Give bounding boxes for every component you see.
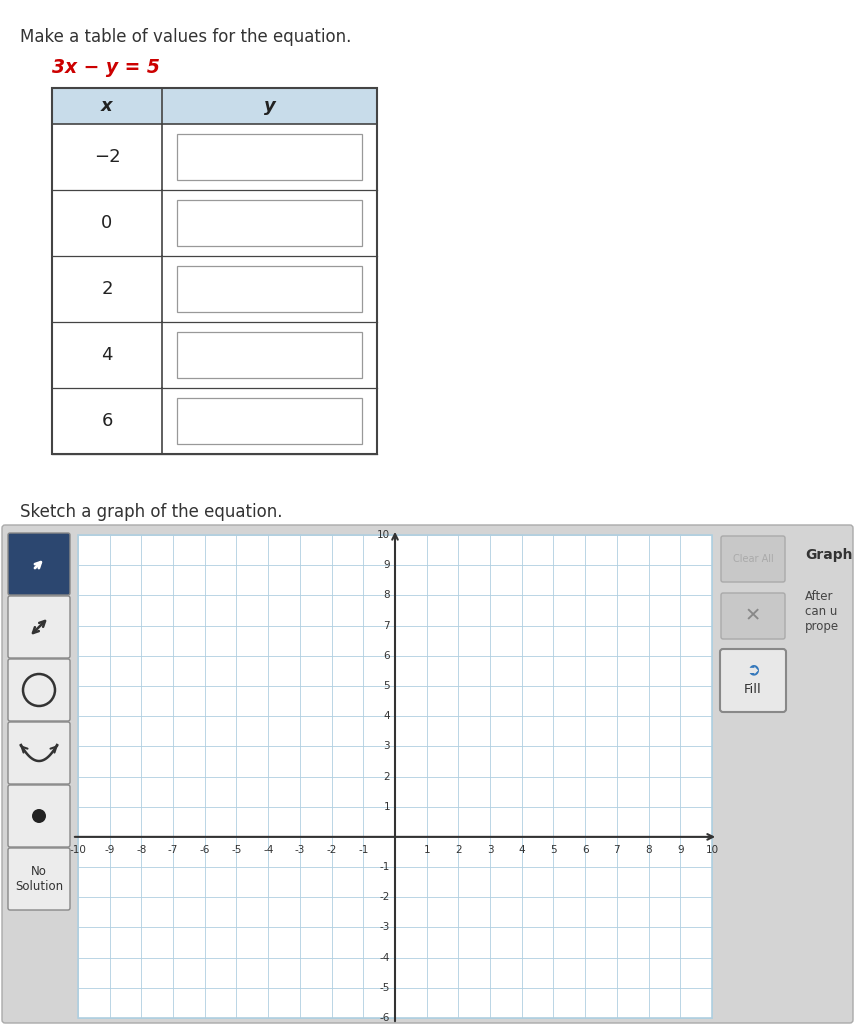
FancyBboxPatch shape [720,649,786,712]
Text: -1: -1 [358,845,368,855]
Text: 5: 5 [550,845,556,855]
Text: After
can u
prope: After can u prope [805,590,839,633]
Text: -3: -3 [379,923,390,933]
Text: -4: -4 [379,952,390,963]
Text: 2: 2 [455,845,461,855]
Bar [177,332,362,378]
Text: 6: 6 [101,412,113,430]
FancyBboxPatch shape [721,536,785,582]
Text: 3x − y = 5: 3x − y = 5 [52,58,160,77]
Bar [52,88,377,124]
Text: 2: 2 [101,280,113,298]
Text: 6: 6 [383,650,390,660]
Text: 4: 4 [101,346,113,364]
Text: -10: -10 [69,845,86,855]
Text: −2: −2 [93,148,121,166]
Text: -2: -2 [379,892,390,902]
Bar [177,200,362,246]
Text: Sketch a graph of the equation.: Sketch a graph of the equation. [20,503,282,521]
Text: 6: 6 [582,845,589,855]
Text: -3: -3 [294,845,305,855]
Text: x: x [101,97,113,115]
Text: y: y [264,97,276,115]
Text: Graph: Graph [805,548,853,562]
FancyBboxPatch shape [8,848,70,910]
Text: ✕: ✕ [745,606,761,626]
Text: 10: 10 [705,845,718,855]
FancyBboxPatch shape [8,659,70,721]
Text: Fill: Fill [744,683,762,695]
Text: 5: 5 [383,681,390,691]
Text: -8: -8 [136,845,146,855]
Bar [177,266,362,312]
Text: 8: 8 [645,845,652,855]
Text: -2: -2 [326,845,336,855]
FancyBboxPatch shape [8,785,70,847]
FancyBboxPatch shape [2,525,853,1023]
FancyBboxPatch shape [8,722,70,784]
Bar [177,134,362,180]
Text: 9: 9 [383,560,390,570]
Text: -5: -5 [379,983,390,993]
Text: 7: 7 [383,621,390,631]
Text: -9: -9 [104,845,115,855]
Text: -6: -6 [199,845,210,855]
Text: Clear All: Clear All [733,554,773,564]
Text: 0: 0 [101,214,113,232]
Text: -5: -5 [231,845,241,855]
Text: 4: 4 [519,845,525,855]
Bar [177,398,362,444]
FancyBboxPatch shape [8,534,70,595]
Text: -6: -6 [379,1013,390,1023]
Text: 10: 10 [377,530,390,540]
FancyBboxPatch shape [721,593,785,639]
FancyBboxPatch shape [8,596,70,658]
Text: 1: 1 [424,845,430,855]
Text: 9: 9 [677,845,684,855]
Text: 3: 3 [487,845,493,855]
Text: No
Solution: No Solution [15,865,63,893]
Text: ➲: ➲ [746,660,760,678]
Text: 8: 8 [383,591,390,600]
Text: -1: -1 [379,862,390,872]
Text: 7: 7 [614,845,621,855]
Text: Make a table of values for the equation.: Make a table of values for the equation. [20,28,351,46]
Text: -4: -4 [263,845,273,855]
Text: 3: 3 [383,741,390,752]
Text: 4: 4 [383,711,390,721]
Circle shape [32,809,46,823]
Bar [78,535,712,1018]
Text: 1: 1 [383,802,390,812]
Text: 2: 2 [383,771,390,781]
Text: -7: -7 [168,845,178,855]
Bar [52,88,377,454]
